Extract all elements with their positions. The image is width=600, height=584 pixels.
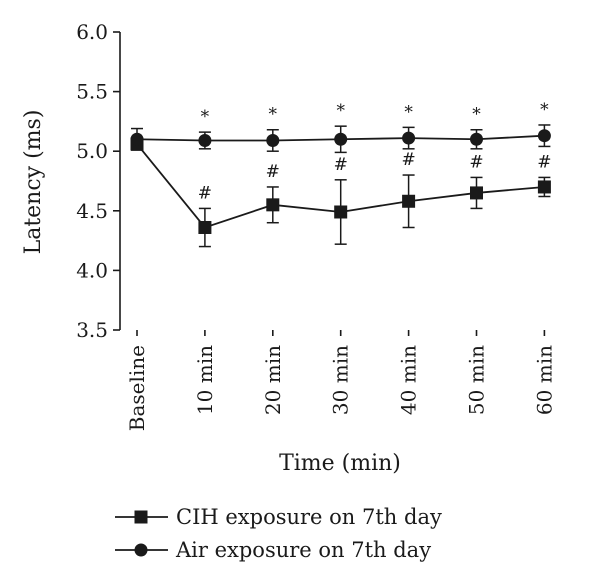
x-tick-label: 30 min bbox=[329, 345, 353, 415]
y-tick-label: 3.5 bbox=[76, 318, 108, 342]
y-tick-label: 5.0 bbox=[76, 139, 108, 163]
y-tick-label: 5.5 bbox=[76, 80, 108, 104]
data-point bbox=[334, 132, 348, 146]
data-point bbox=[537, 180, 551, 194]
x-tick-label: 40 min bbox=[397, 345, 421, 415]
significance-label: * bbox=[404, 102, 413, 122]
data-point bbox=[402, 131, 416, 145]
legend-label: Air exposure on 7th day bbox=[175, 538, 431, 562]
significance-label: # bbox=[266, 162, 280, 182]
data-point bbox=[402, 194, 416, 208]
significance-label: * bbox=[540, 100, 549, 120]
series-cih: # # # # # # bbox=[130, 137, 552, 248]
data-point bbox=[130, 132, 144, 146]
data-point bbox=[470, 186, 483, 200]
y-tick-label: 6.0 bbox=[76, 20, 108, 44]
significance-label: # bbox=[469, 152, 483, 172]
x-tick-label: 50 min bbox=[465, 345, 489, 415]
significance-label: # bbox=[198, 183, 212, 203]
data-point bbox=[470, 132, 483, 146]
data-point bbox=[334, 205, 348, 219]
significance-label: * bbox=[201, 107, 210, 127]
x-tick-label: 10 min bbox=[193, 345, 217, 415]
series-layer: # # # # # # * * * * * * bbox=[130, 100, 552, 248]
x-tick-label: 60 min bbox=[532, 345, 556, 415]
x-axis: Baseline 10 min 20 min 30 min 40 min 50 min 60… bbox=[125, 330, 556, 431]
legend-square-marker bbox=[134, 510, 148, 524]
data-point bbox=[537, 129, 551, 143]
x-tick-label: 20 min bbox=[261, 345, 285, 415]
x-tick-label: Baseline bbox=[125, 345, 149, 431]
x-axis-label: Time (min) bbox=[279, 451, 401, 476]
legend-label: CIH exposure on 7th day bbox=[176, 505, 442, 529]
y-axis: 3.5 4.0 4.5 5.0 5.5 6.0 bbox=[76, 20, 121, 342]
y-axis-label: Latency (ms) bbox=[21, 110, 46, 255]
data-point bbox=[266, 198, 280, 212]
y-tick-label: 4.0 bbox=[76, 258, 108, 282]
data-point bbox=[266, 133, 280, 147]
legend: CIH exposure on 7th day Air exposure on 7… bbox=[115, 505, 442, 562]
data-point bbox=[198, 133, 212, 147]
legend-item: CIH exposure on 7th day bbox=[115, 505, 442, 529]
significance-label: * bbox=[269, 105, 278, 125]
significance-label: # bbox=[334, 155, 348, 175]
series-air: * * * * * * bbox=[130, 100, 551, 154]
significance-label: # bbox=[401, 150, 415, 170]
legend-circle-marker bbox=[134, 543, 148, 557]
significance-label: * bbox=[472, 105, 481, 125]
legend-item: Air exposure on 7th day bbox=[115, 538, 431, 562]
data-point bbox=[198, 220, 212, 234]
significance-label: # bbox=[537, 152, 551, 172]
y-tick-label: 4.5 bbox=[76, 199, 108, 223]
significance-label: * bbox=[336, 101, 345, 121]
